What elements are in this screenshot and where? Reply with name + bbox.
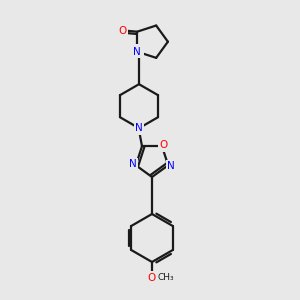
Text: O: O bbox=[148, 273, 156, 283]
Text: N: N bbox=[167, 161, 175, 171]
Text: N: N bbox=[133, 47, 141, 57]
Text: CH₃: CH₃ bbox=[158, 274, 174, 283]
Text: N: N bbox=[135, 123, 143, 133]
Text: O: O bbox=[118, 26, 126, 36]
Text: N: N bbox=[135, 45, 143, 55]
Text: N: N bbox=[129, 159, 137, 169]
Text: O: O bbox=[160, 140, 168, 150]
